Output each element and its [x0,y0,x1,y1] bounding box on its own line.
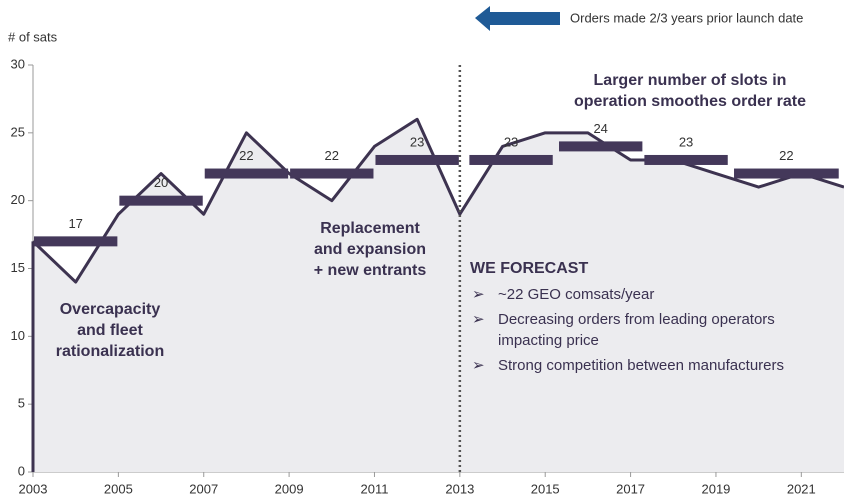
average-bar [734,168,839,179]
x-tick-label: 2019 [701,481,730,496]
bullet-marker: ➢ [472,286,485,303]
y-tick-label: 0 [18,463,25,478]
x-tick-label: 2017 [616,481,645,496]
line [31,117,844,284]
legend-text: Orders made 2/3 years prior launch date [570,10,803,25]
average-bar [559,141,643,152]
average-bar [34,236,118,247]
average-bar [469,154,553,165]
average-label: 22 [779,148,793,163]
y-tick-label: 25 [11,124,25,139]
average-bar [119,195,203,206]
annotation: and expansion [314,241,426,258]
bullet-text: Strong competition between manufacturers [498,357,784,374]
area [33,119,844,473]
forecast-title: WE FORECAST [470,260,588,277]
y-tick-label: 10 [11,328,25,343]
bullet-text: Decreasing orders from leading operators [498,311,775,328]
x-tick-label: 2013 [445,481,474,496]
y-tick-label: 15 [11,260,25,275]
bullet-marker: ➢ [472,311,485,328]
average-label: 20 [154,175,168,190]
average-label: 23 [504,134,518,149]
bullet-text: impacting price [498,332,599,349]
average-label: 17 [68,216,82,231]
legend-arrow [475,6,560,31]
x-tick-label: 2007 [189,481,218,496]
average-bar [644,154,728,165]
average-label: 22 [325,148,339,163]
average-bar [204,168,289,179]
annotation: Replacement [320,220,420,237]
x-tick-label: 2015 [531,481,560,496]
y-tick-label: 30 [11,56,25,71]
average-label: 23 [410,134,424,149]
y-tick-label: 5 [18,396,25,411]
annotation: Overcapacity [60,301,161,318]
x-tick-label: 2011 [360,481,388,496]
average-bar [375,154,459,165]
x-tick-label: 2003 [19,481,48,496]
annotation: Larger number of slots in [594,72,787,89]
x-tick-label: 2009 [275,481,304,496]
average-bar [290,168,374,179]
annotation: and fleet [77,322,143,339]
bullet-marker: ➢ [472,357,485,374]
y-tick-label: 20 [11,192,25,207]
bullet-text: ~22 GEO comsats/year [498,286,654,303]
annotation: rationalization [56,343,164,360]
x-tick-label: 2005 [104,481,133,496]
average-label: 23 [679,134,693,149]
annotation: + new entrants [314,262,427,279]
x-tick-label: 2021 [787,481,816,496]
average-label: 22 [239,148,253,163]
average-label: 24 [593,121,607,136]
y-axis-label: # of sats [8,29,58,44]
annotation: operation smoothes order rate [574,93,806,110]
